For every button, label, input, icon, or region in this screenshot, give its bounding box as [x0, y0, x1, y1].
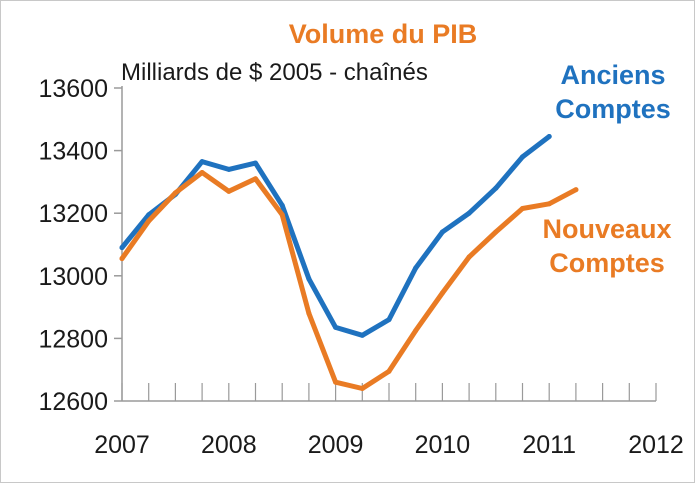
data-point [172, 190, 178, 196]
data-point [279, 212, 285, 218]
data-point [279, 202, 285, 208]
y-tick-label: 12800 [38, 325, 108, 353]
data-point [306, 310, 312, 316]
data-point [493, 185, 499, 191]
data-point [359, 332, 365, 338]
data-point [199, 159, 205, 165]
data-point [199, 170, 205, 175]
data-point [439, 290, 445, 296]
data-point [306, 276, 312, 282]
data-point [386, 368, 392, 374]
x-tick-label: 2007 [94, 431, 150, 459]
data-point [333, 379, 339, 385]
data-point [466, 210, 472, 216]
y-tick-label: 13200 [38, 200, 108, 228]
data-point [573, 187, 579, 193]
y-tick-label: 12600 [38, 388, 108, 416]
data-point [546, 134, 552, 139]
x-tick-label: 2009 [308, 431, 364, 459]
series-label: Comptes [549, 248, 665, 278]
data-point [253, 176, 258, 182]
series-label: Nouveaux [542, 214, 671, 244]
data-point [226, 188, 232, 194]
data-point [359, 386, 365, 391]
data-point [146, 218, 152, 224]
data-point [119, 256, 125, 262]
series-label: Anciens [560, 60, 665, 90]
data-point [119, 245, 125, 251]
data-point [146, 212, 152, 218]
x-tick-label: 2012 [628, 431, 684, 459]
y-axis-ticks: 12600 12800 13000 13200 13400 13600 [38, 75, 122, 416]
data-point [520, 206, 525, 211]
chart-subtitle: Milliards de $ 2005 - chaînés [121, 59, 428, 86]
series-line-1 [119, 170, 579, 391]
data-point [546, 201, 552, 207]
data-point [439, 229, 445, 235]
x-tick-label: 2008 [201, 431, 257, 459]
series-label: Comptes [555, 94, 671, 124]
y-tick-label: 13000 [38, 263, 108, 291]
series-line-0 [119, 134, 552, 338]
data-point [493, 229, 499, 235]
data-point [413, 328, 419, 334]
data-point [226, 166, 232, 172]
series-lines [119, 134, 579, 391]
x-tick-label: 2011 [522, 431, 576, 459]
chart-title: Volume du PIB [289, 19, 478, 49]
x-axis-ticks: 2007 2008 2009 2010 2011 2012 [94, 383, 684, 459]
data-point [520, 154, 525, 160]
x-tick-label: 2010 [415, 431, 471, 459]
data-point [333, 324, 339, 330]
y-tick-label: 13400 [38, 138, 108, 166]
y-tick-label: 13600 [38, 75, 108, 103]
series-labels: Anciens Comptes Nouveaux Comptes [542, 60, 671, 278]
data-point [386, 317, 392, 323]
data-point [253, 160, 258, 166]
data-point [413, 265, 419, 271]
data-point [466, 254, 472, 260]
